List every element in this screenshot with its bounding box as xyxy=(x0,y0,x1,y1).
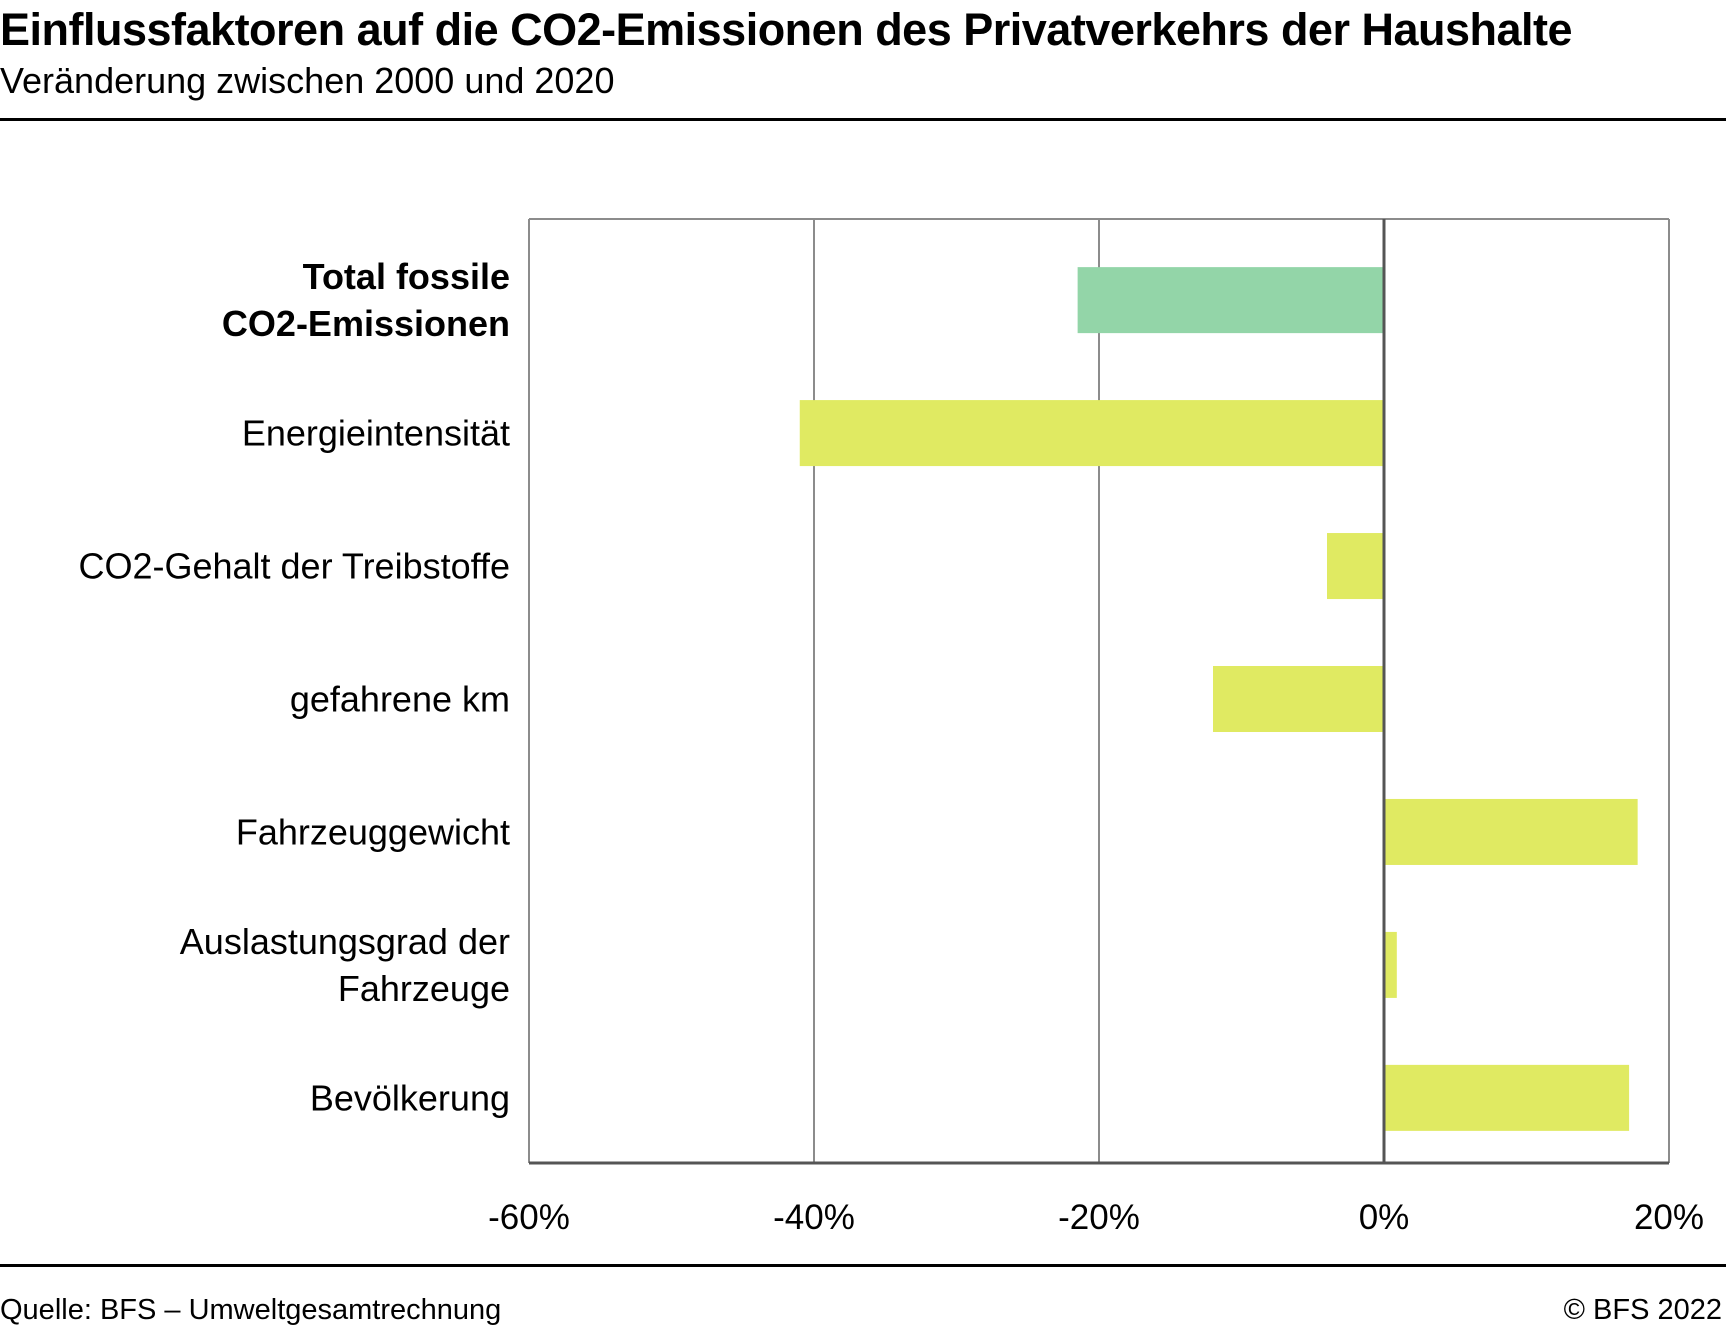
source-note: Quelle: BFS – Umweltgesamtrechnung xyxy=(0,1294,502,1326)
header-rule xyxy=(0,118,1726,121)
bar-chart: Total fossile CO2-Emissionen Energieintens… xyxy=(78,218,1704,1237)
copyright-note: © BFS 2022 xyxy=(1563,1294,1722,1326)
bar xyxy=(1213,666,1384,732)
category-labels: Total fossile CO2-Emissionen Energieintens… xyxy=(78,256,510,1118)
chart-subtitle: Veränderung zwischen 2000 und 2020 xyxy=(0,60,615,101)
category-label: Total fossile CO2-Emissionen xyxy=(222,256,510,344)
bar xyxy=(799,400,1384,467)
axes xyxy=(529,219,1669,1165)
x-tick-label: -60% xyxy=(488,1198,570,1237)
category-label-line: Fahrzeuge xyxy=(338,968,510,1009)
bar xyxy=(1077,267,1384,334)
category-label-line: gefahrene km xyxy=(290,679,510,720)
bar xyxy=(1384,798,1638,865)
category-label: Auslastungsgrad der Fahrzeuge xyxy=(180,921,510,1009)
bar xyxy=(1384,1064,1630,1131)
category-label: Energieintensität xyxy=(242,413,510,454)
bars xyxy=(799,267,1638,1131)
bar xyxy=(1384,931,1397,998)
footer-rule xyxy=(0,1264,1726,1267)
category-label-line: Total fossile xyxy=(303,256,510,297)
x-tick-labels: -60% -40% -20% 0% 20% xyxy=(488,1198,1704,1237)
category-label-line: Fahrzeuggewicht xyxy=(236,812,510,853)
category-label-line: CO2-Emissionen xyxy=(222,303,510,344)
category-label: CO2-Gehalt der Treibstoffe xyxy=(78,546,510,587)
x-tick-label: -40% xyxy=(773,1198,855,1237)
x-tick-label: 0% xyxy=(1359,1198,1410,1237)
gridlines xyxy=(528,218,1670,1163)
x-tick-label: -20% xyxy=(1058,1198,1140,1237)
chart-title: Einflussfaktoren auf die CO2-Emissionen … xyxy=(0,4,1573,55)
category-label-line: Auslastungsgrad der xyxy=(180,921,510,962)
category-label: gefahrene km xyxy=(290,679,510,720)
category-label-line: Bevölkerung xyxy=(310,1077,510,1118)
category-label: Fahrzeuggewicht xyxy=(236,812,510,853)
bar xyxy=(1327,533,1384,600)
x-tick-label: 20% xyxy=(1634,1198,1704,1237)
category-label: Bevölkerung xyxy=(310,1077,510,1118)
category-label-line: CO2-Gehalt der Treibstoffe xyxy=(78,546,510,587)
category-label-line: Energieintensität xyxy=(242,413,510,454)
